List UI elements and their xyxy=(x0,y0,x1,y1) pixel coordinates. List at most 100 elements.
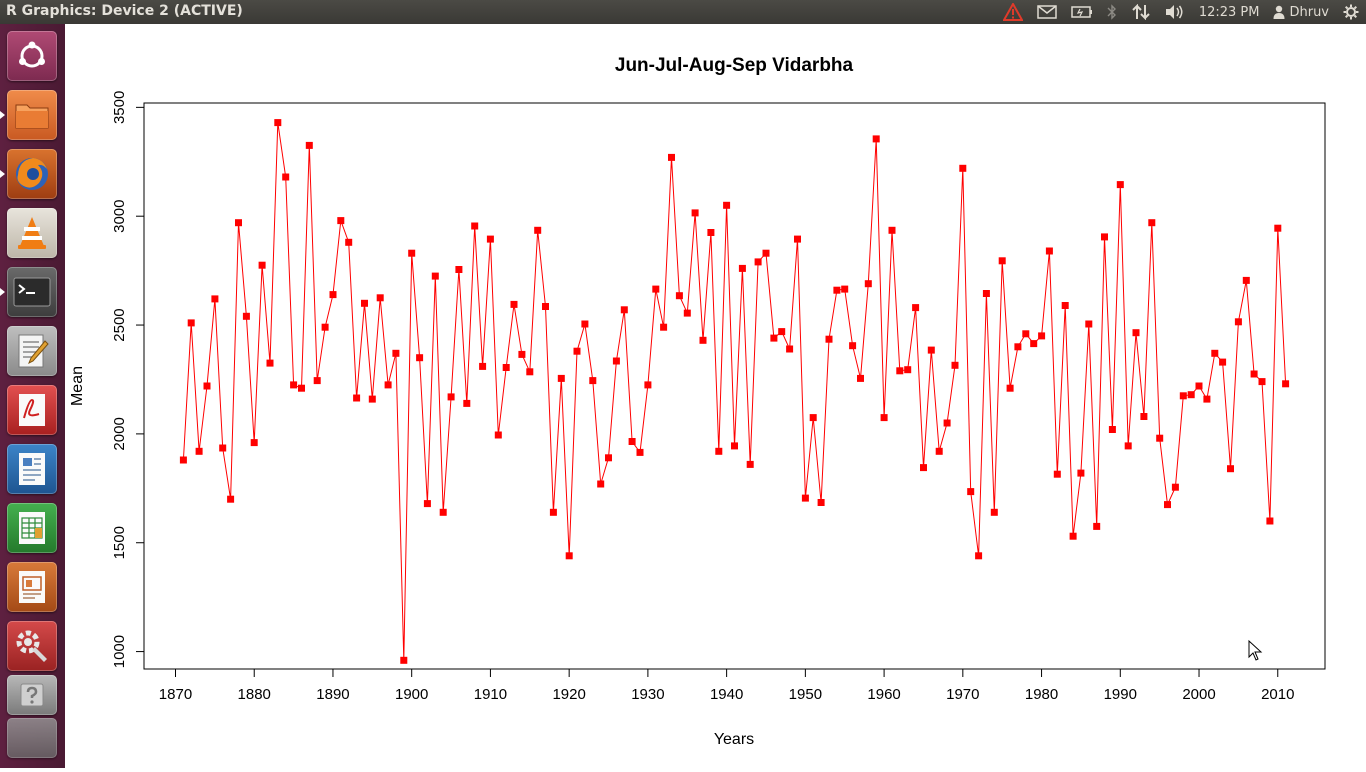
data-point xyxy=(975,552,983,560)
axes: 1870 1880 1890 1900 1910 1920 1930 1940 1950 1960… xyxy=(111,91,1326,703)
mail-icon[interactable] xyxy=(1037,5,1057,19)
data-point xyxy=(1187,391,1195,399)
data-point xyxy=(368,395,376,403)
data-point xyxy=(486,235,494,243)
x-tick-label: 1890 xyxy=(316,686,349,703)
data-point xyxy=(668,153,675,161)
help-icon xyxy=(20,683,44,707)
data-point xyxy=(400,656,408,664)
launcher-files[interactable] xyxy=(7,90,57,140)
launcher-calc[interactable] xyxy=(7,503,57,553)
top-panel: R Graphics: Device 2 (ACTIVE) 12:23 PM D… xyxy=(0,0,1366,24)
data-point xyxy=(951,361,959,369)
data-point xyxy=(896,367,904,375)
power-gear-icon[interactable] xyxy=(1343,4,1359,20)
calc-icon xyxy=(19,512,45,544)
data-point xyxy=(581,320,589,328)
data-point xyxy=(1045,247,1053,255)
data-point xyxy=(1164,501,1171,509)
network-icon[interactable] xyxy=(1131,4,1151,20)
data-point xyxy=(888,226,896,234)
data-point xyxy=(982,290,990,297)
launcher-settings[interactable] xyxy=(7,621,57,671)
launcher-text-editor[interactable] xyxy=(7,326,57,376)
x-tick-label: 1910 xyxy=(474,686,507,703)
data-point xyxy=(1116,181,1124,189)
data-point xyxy=(542,303,549,310)
data-point xyxy=(699,336,707,344)
data-point xyxy=(1171,483,1179,491)
data-point xyxy=(1211,349,1219,357)
bluetooth-icon[interactable] xyxy=(1107,4,1117,20)
x-tick-label: 1980 xyxy=(1025,686,1058,703)
data-point xyxy=(534,226,542,234)
data-point xyxy=(786,345,794,353)
data-point xyxy=(1053,470,1061,478)
launcher-firefox[interactable] xyxy=(7,149,57,199)
data-point xyxy=(1038,332,1046,340)
data-point xyxy=(809,414,817,422)
x-tick-label: 1940 xyxy=(710,686,743,703)
data-point xyxy=(612,357,620,365)
data-point xyxy=(573,347,581,355)
data-point xyxy=(376,294,384,302)
data-point xyxy=(620,306,628,314)
data-point xyxy=(1227,465,1234,473)
data-point xyxy=(227,495,235,503)
data-point xyxy=(1061,302,1069,309)
launcher-stacked-items[interactable] xyxy=(7,718,57,758)
data-point xyxy=(872,135,880,143)
data-point xyxy=(707,229,715,236)
data-point xyxy=(187,319,195,327)
data-point xyxy=(250,439,258,447)
launcher-pdf-viewer[interactable] xyxy=(7,385,57,435)
battery-icon[interactable] xyxy=(1071,5,1093,19)
files-icon xyxy=(15,104,49,129)
data-point xyxy=(455,266,463,273)
data-point xyxy=(518,350,526,358)
y-tick-label: 2500 xyxy=(111,308,128,341)
y-axis-label: Mean xyxy=(69,366,86,406)
y-tick-label: 1500 xyxy=(111,526,128,559)
data-point xyxy=(1274,224,1282,232)
data-point xyxy=(1077,469,1085,477)
x-tick-label: 1990 xyxy=(1104,686,1137,703)
data-point xyxy=(1101,233,1108,241)
data-point xyxy=(526,368,534,376)
launcher-help[interactable] xyxy=(7,675,57,715)
data-point xyxy=(1140,413,1148,420)
dash-icon xyxy=(19,41,45,68)
data-point xyxy=(1234,318,1242,326)
data-point xyxy=(660,323,668,331)
data-point xyxy=(691,209,699,217)
launcher-vlc[interactable] xyxy=(7,208,57,258)
data-point xyxy=(857,374,864,382)
data-point xyxy=(266,359,274,367)
data-point xyxy=(628,438,636,445)
launcher-dash[interactable] xyxy=(7,31,57,81)
clock[interactable]: 12:23 PM xyxy=(1198,4,1260,20)
data-point xyxy=(731,442,738,450)
data-point xyxy=(290,381,298,389)
data-point xyxy=(927,346,935,354)
warning-icon[interactable] xyxy=(1002,3,1023,21)
y-tick-label: 2000 xyxy=(111,417,128,450)
data-point xyxy=(778,328,786,336)
data-point xyxy=(589,377,597,385)
user-menu[interactable]: Dhruv xyxy=(1273,5,1329,20)
data-point xyxy=(849,342,857,350)
data-point xyxy=(1258,378,1266,386)
data-point xyxy=(597,480,605,488)
volume-icon[interactable] xyxy=(1165,4,1185,20)
launcher xyxy=(0,24,65,768)
data-point xyxy=(817,499,825,506)
data-point xyxy=(329,291,337,299)
launcher-terminal[interactable] xyxy=(7,267,57,317)
data-point xyxy=(305,141,313,149)
launcher-impress[interactable] xyxy=(7,562,57,612)
data-point xyxy=(195,447,203,455)
launcher-writer[interactable] xyxy=(7,444,57,494)
data-point xyxy=(361,299,368,307)
data-point xyxy=(1148,219,1156,227)
firefox-icon xyxy=(16,158,48,190)
